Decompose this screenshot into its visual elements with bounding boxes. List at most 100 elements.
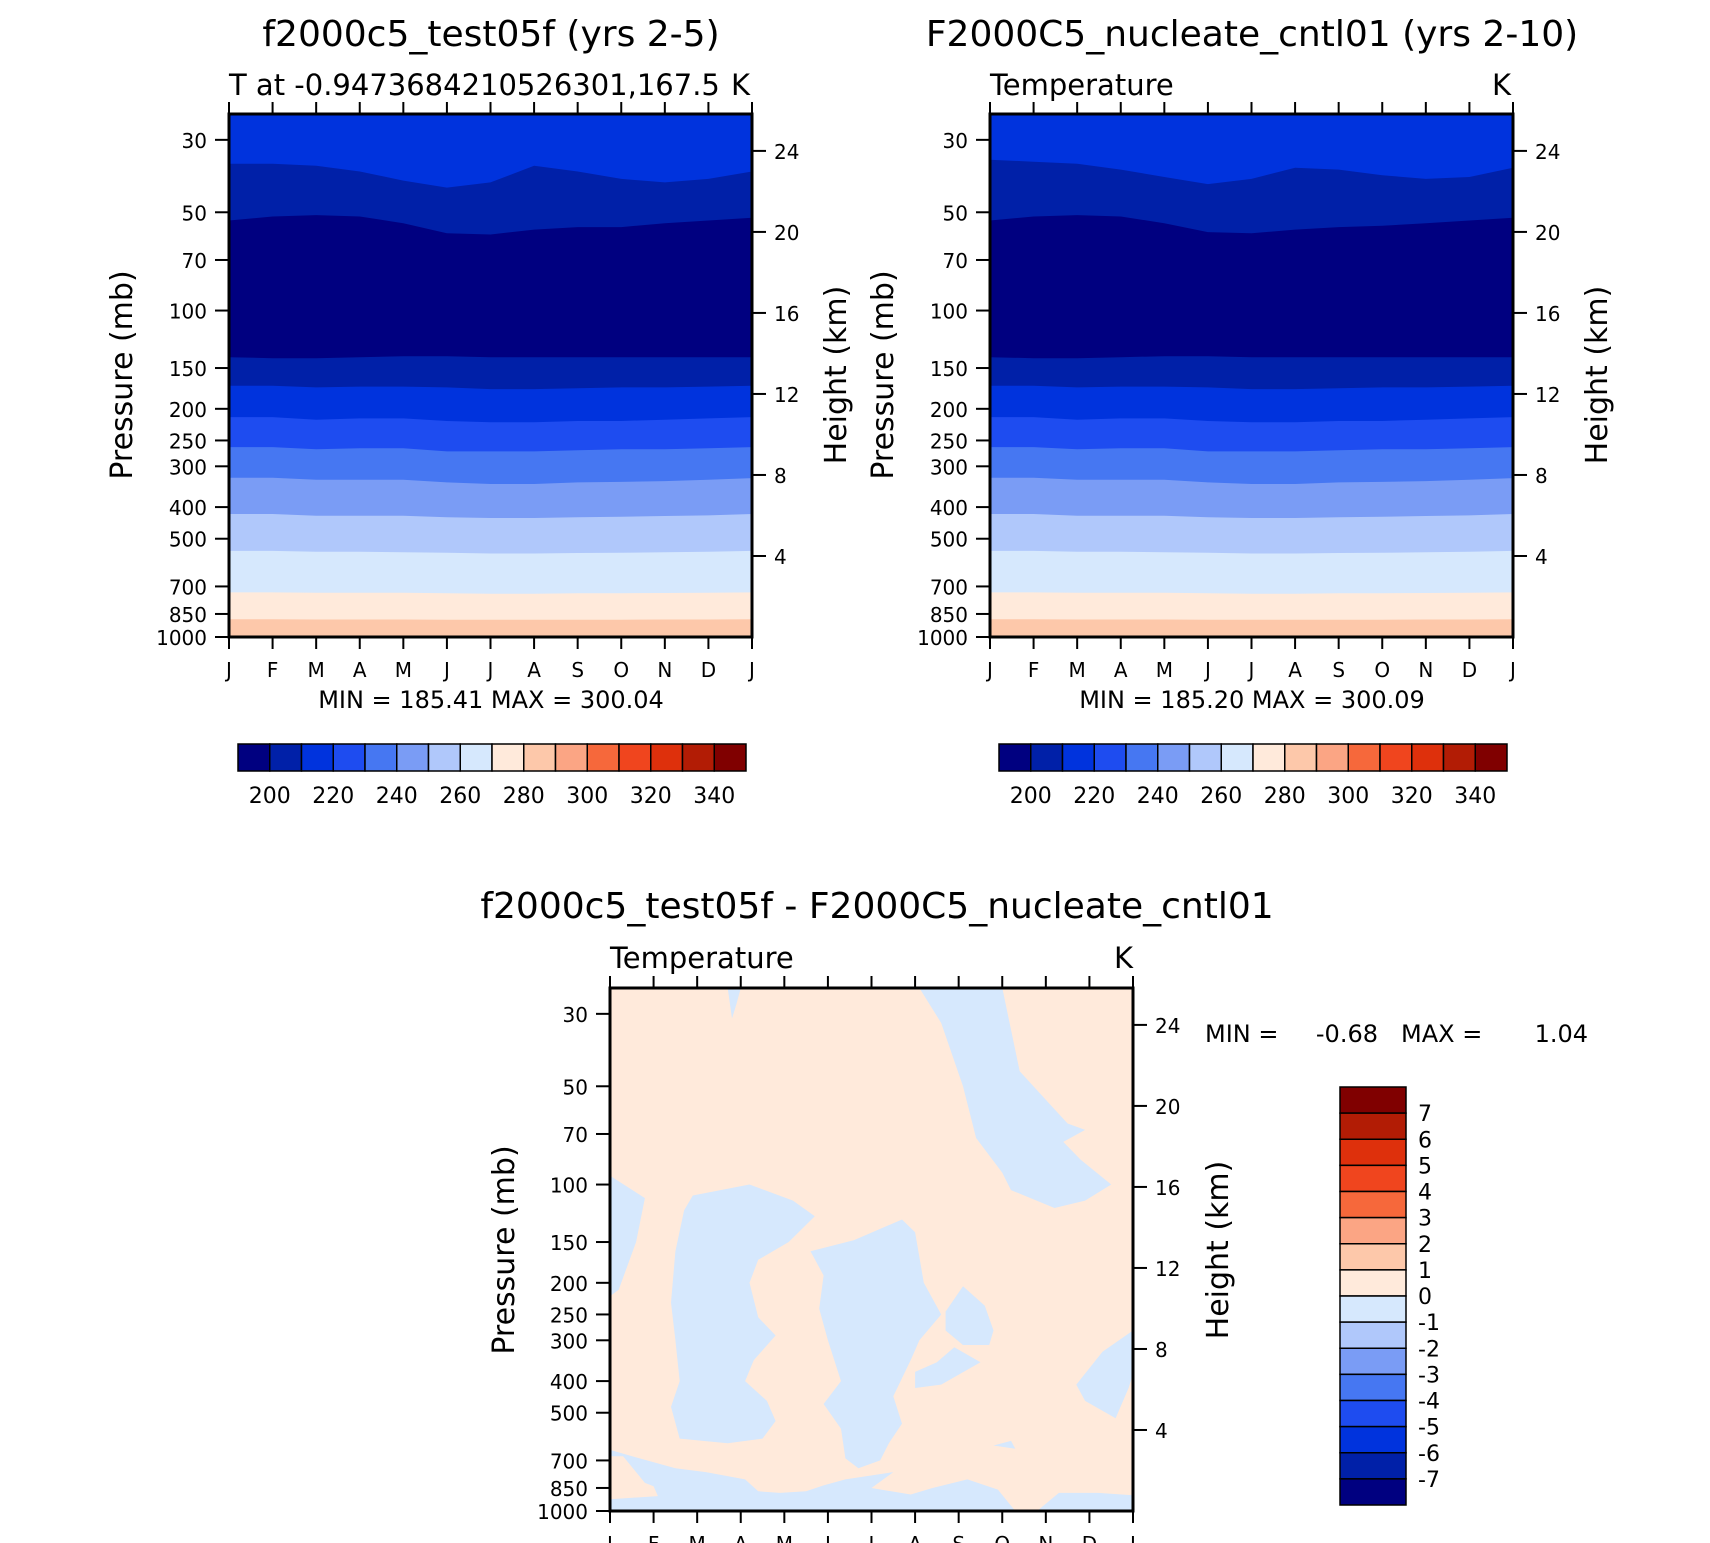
- panel-units: K: [1492, 68, 1512, 102]
- x-tick-label: N: [1418, 658, 1433, 682]
- colorbar-box: [1188, 743, 1222, 772]
- contour-band-negative: [810, 1219, 942, 1469]
- colorbar-label: 240: [1137, 784, 1179, 809]
- panel-subtitle-left: Temperature: [989, 68, 1174, 102]
- y-tick-label: 70: [943, 249, 968, 273]
- colorbar-label: 340: [1454, 784, 1496, 809]
- colorbar-box: [1339, 1086, 1407, 1114]
- colorbar-box: [1339, 1138, 1407, 1167]
- y-tick-label: 300: [169, 455, 207, 479]
- colorbar-label: 1: [1418, 1259, 1432, 1284]
- y-axis-label-height: Height (km): [1580, 286, 1615, 465]
- y-tick-label: 1000: [917, 626, 968, 650]
- y-tick-label: 200: [930, 398, 968, 422]
- colorbar-box: [998, 743, 1032, 772]
- colorbar-box: [650, 743, 684, 772]
- y-tick-label: 70: [182, 249, 207, 273]
- panel-units: K: [731, 68, 751, 102]
- y-tick-label: 850: [169, 603, 207, 627]
- height-tick-label: 20: [1155, 1095, 1180, 1119]
- colorbar-box: [1339, 1295, 1407, 1323]
- contour-band-negative: [919, 988, 1112, 1208]
- colorbar-box: [1315, 743, 1349, 772]
- colorbar-box: [1061, 743, 1095, 772]
- y-axis-label-height: Height (km): [1201, 1161, 1236, 1340]
- max-label: MAX =: [1401, 1020, 1482, 1048]
- height-tick-label: 4: [774, 545, 787, 569]
- y-tick-label: 100: [930, 300, 968, 324]
- y-tick-label: 50: [563, 1075, 588, 1099]
- panel-difference: f2000c5_test05f - F2000C5_nucleate_cntl0…: [480, 886, 1588, 1543]
- y-tick-label: 50: [943, 201, 968, 225]
- y-tick-label: 700: [930, 575, 968, 599]
- colorbar-box: [1339, 1269, 1407, 1297]
- x-tick-label: A: [734, 1532, 748, 1543]
- panel-test05f: f2000c5_test05f (yrs 2-5) T at -0.947368…: [105, 14, 854, 809]
- contour-band: [229, 619, 752, 637]
- height-tick-label: 24: [1535, 140, 1560, 164]
- x-tick-label: M: [689, 1532, 706, 1543]
- height-tick-label: 24: [774, 140, 799, 164]
- colorbar-box: [1411, 743, 1445, 772]
- y-tick-label: 150: [550, 1231, 588, 1255]
- colorbar-box: [1379, 743, 1413, 772]
- y-tick-label: 700: [550, 1449, 588, 1473]
- y-tick-label: 300: [550, 1329, 588, 1353]
- y-tick-label: 850: [550, 1477, 588, 1501]
- y-tick-label: 1000: [156, 626, 207, 650]
- colorbar: 200 220 240 260 280 300 320 340: [998, 743, 1508, 809]
- colorbar-box: [1339, 1347, 1407, 1376]
- contour-band-negative: [1076, 1330, 1133, 1419]
- colorbar-box: [1093, 743, 1127, 772]
- colorbar-label: 340: [693, 784, 735, 809]
- colorbar-box: [1030, 743, 1064, 772]
- y-tick-label: 200: [169, 398, 207, 422]
- colorbar-box: [618, 743, 652, 772]
- x-tick-label: O: [613, 658, 629, 682]
- colorbar-label: 260: [439, 784, 481, 809]
- colorbar-box: [332, 743, 366, 772]
- contour-band-negative: [915, 1347, 981, 1388]
- colorbar-label: 200: [249, 784, 291, 809]
- colorbar-label: 260: [1200, 784, 1242, 809]
- contour-band-negative: [993, 1440, 1016, 1449]
- y-tick-label: 500: [930, 528, 968, 552]
- x-tick-label: J: [823, 1532, 831, 1543]
- colorbar-box: [1125, 743, 1159, 772]
- contour-band-negative: [727, 988, 741, 1019]
- x-tick-label: A: [527, 658, 541, 682]
- colorbar-label: 300: [566, 784, 608, 809]
- height-tick-label: 12: [1155, 1257, 1180, 1281]
- colorbar-box: [586, 743, 620, 772]
- x-tick-label: O: [1374, 658, 1390, 682]
- colorbar-box: [713, 743, 747, 772]
- min-max-stats: MIN = 185.20 MAX = 300.09: [1079, 686, 1425, 714]
- y-tick-label: 500: [550, 1402, 588, 1426]
- x-tick-label: F: [648, 1532, 660, 1543]
- x-tick-label: D: [1462, 658, 1477, 682]
- x-tick-label: J: [1508, 658, 1516, 682]
- colorbar-label: -4: [1418, 1390, 1440, 1415]
- y-tick-label: 300: [930, 455, 968, 479]
- colorbar-label: 3: [1418, 1207, 1432, 1232]
- y-axis-label-height: Height (km): [819, 286, 854, 465]
- y-tick-label: 400: [550, 1370, 588, 1394]
- y-tick-label: 50: [182, 201, 207, 225]
- x-tick-label: M: [776, 1532, 793, 1543]
- colorbar-box: [1474, 743, 1508, 772]
- x-tick-label: S: [952, 1532, 965, 1543]
- y-tick-label: 400: [930, 496, 968, 520]
- colorbar-box: [427, 743, 461, 772]
- colorbar-box: [491, 743, 525, 772]
- height-tick-label: 8: [1535, 464, 1548, 488]
- y-tick-label: 30: [182, 129, 207, 153]
- colorbar-box: [1339, 1478, 1407, 1506]
- x-tick-label: D: [1082, 1532, 1097, 1543]
- max-value: 1.04: [1535, 1020, 1588, 1048]
- contour-band-negative: [945, 1286, 994, 1345]
- y-tick-label: 400: [169, 496, 207, 520]
